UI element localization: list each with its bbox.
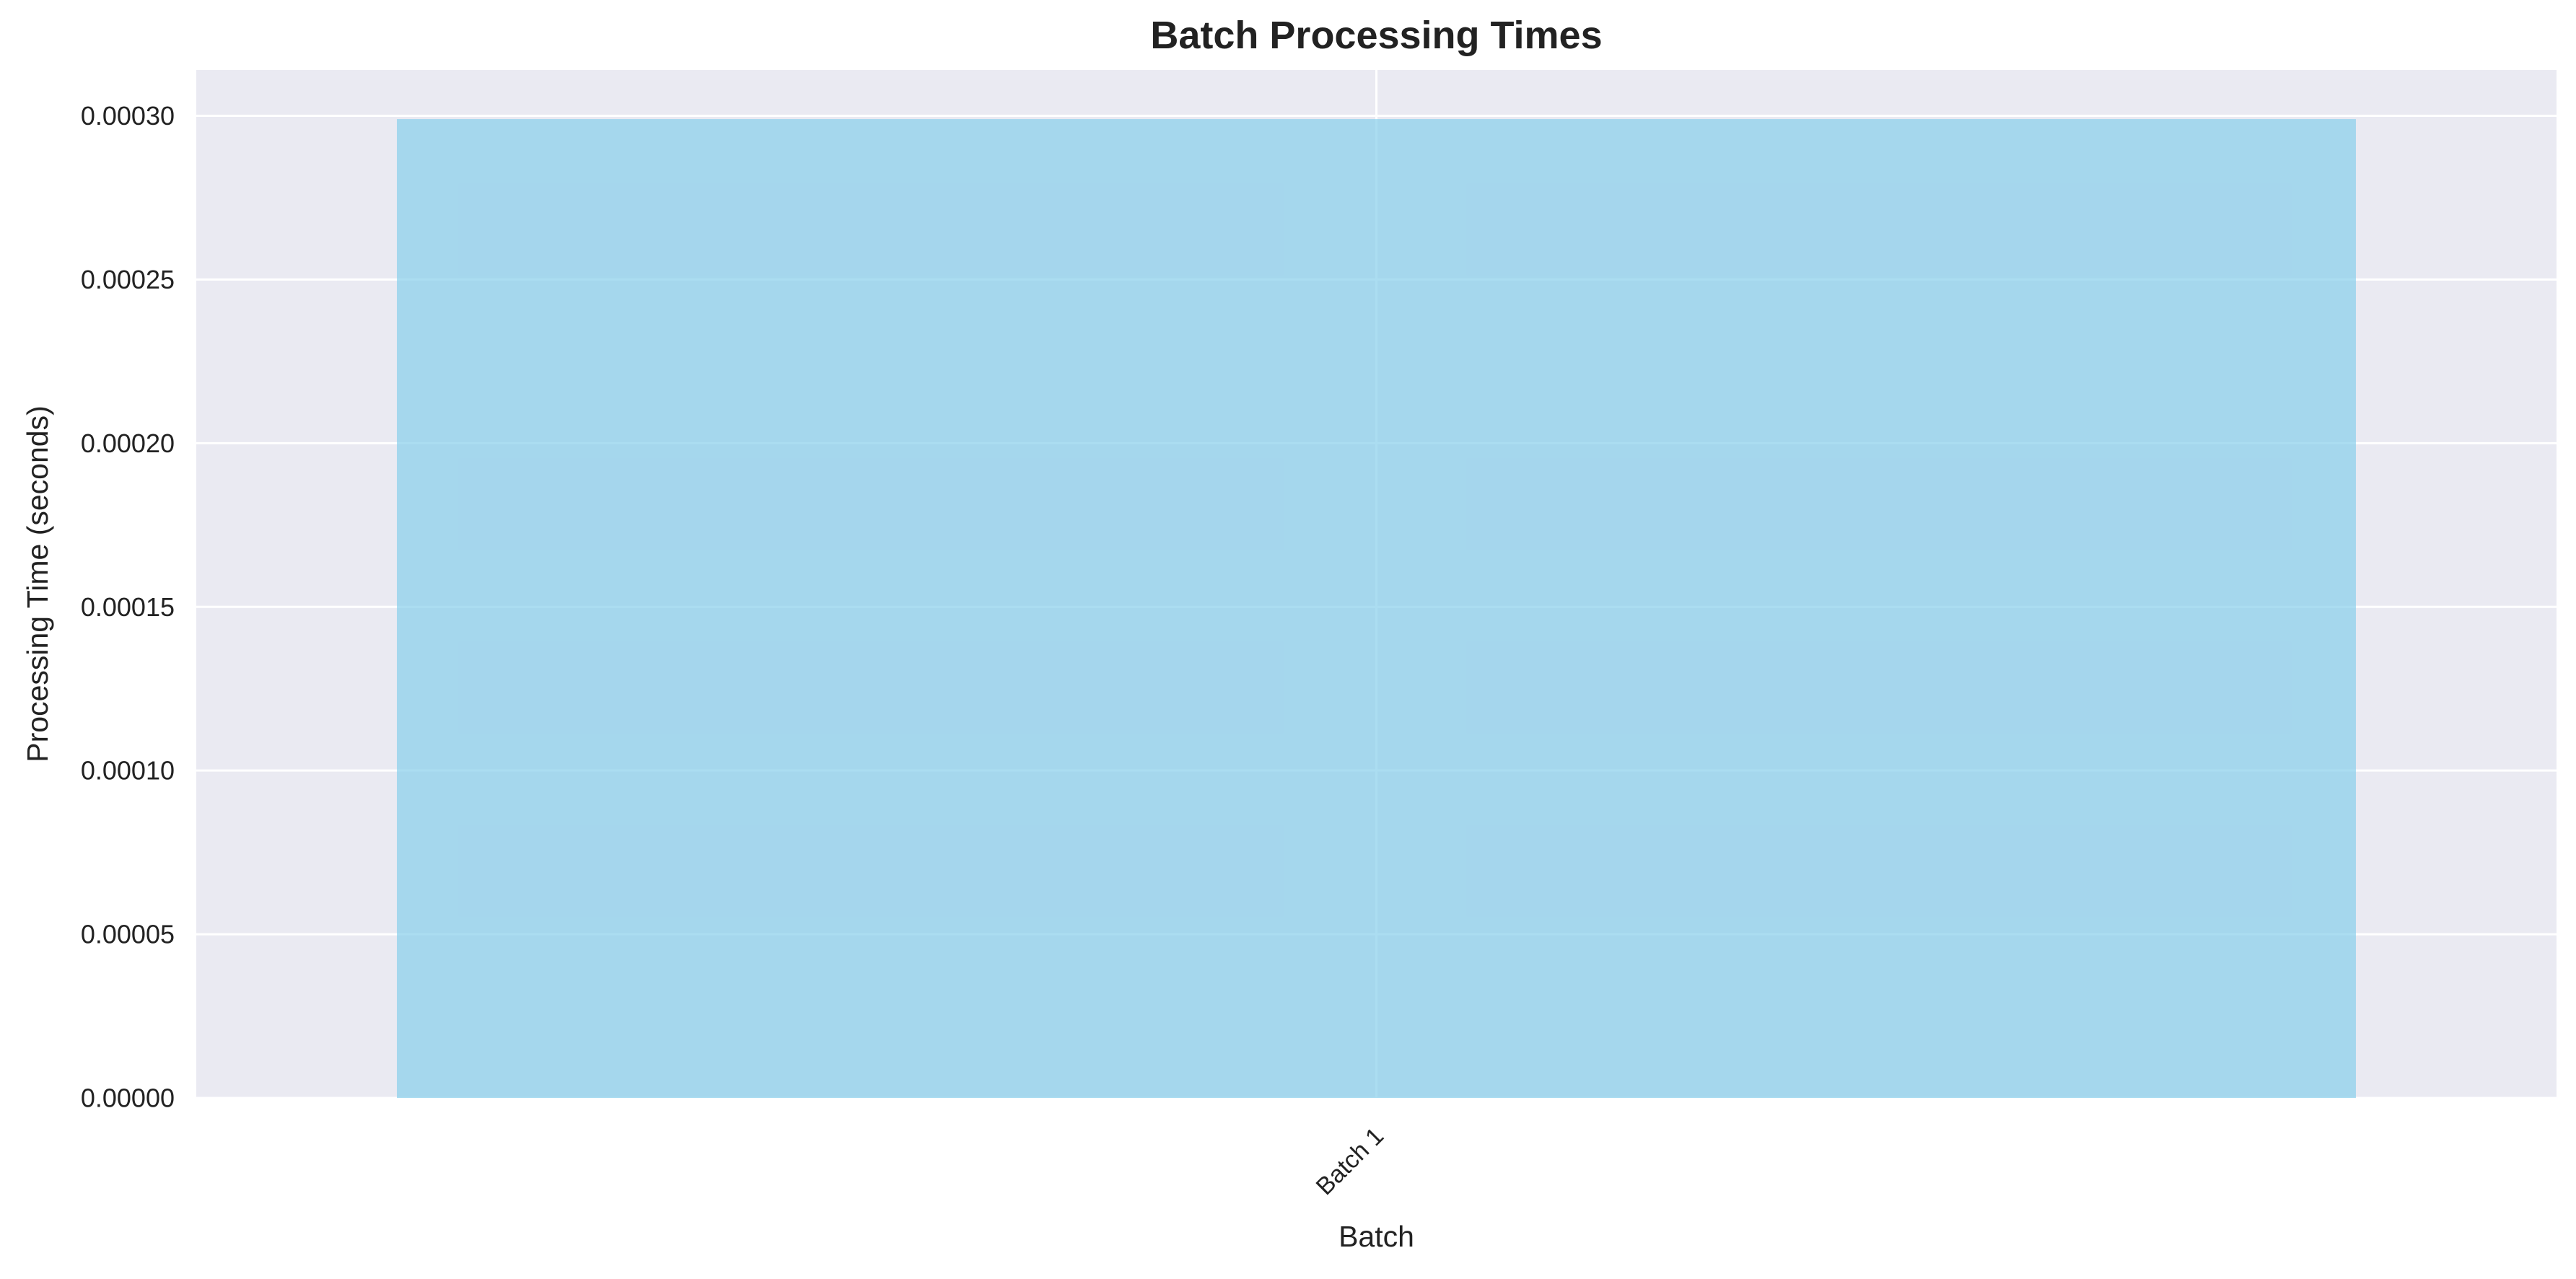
x-axis-ticks: Batch 1 bbox=[1311, 1122, 1389, 1200]
y-axis-ticks: 0.00000 0.00005 0.00010 0.00015 0.00020 0.000… bbox=[81, 101, 175, 1112]
y-tick-label: 0.00025 bbox=[81, 265, 175, 294]
y-tick-label: 0.00010 bbox=[81, 756, 175, 786]
y-tick-label: 0.00015 bbox=[81, 592, 175, 622]
x-tick-label: Batch 1 bbox=[1311, 1122, 1389, 1200]
bars bbox=[397, 119, 2356, 1098]
y-axis-label: Processing Time (seconds) bbox=[21, 405, 54, 762]
y-tick-label: 0.00005 bbox=[81, 920, 175, 949]
y-tick-label: 0.00030 bbox=[81, 101, 175, 131]
bar-batch-1 bbox=[397, 119, 2356, 1098]
x-axis-label: Batch bbox=[1339, 1220, 1414, 1253]
y-tick-label: 0.00000 bbox=[81, 1084, 175, 1113]
y-tick-label: 0.00020 bbox=[81, 428, 175, 458]
chart-title: Batch Processing Times bbox=[1150, 14, 1602, 57]
